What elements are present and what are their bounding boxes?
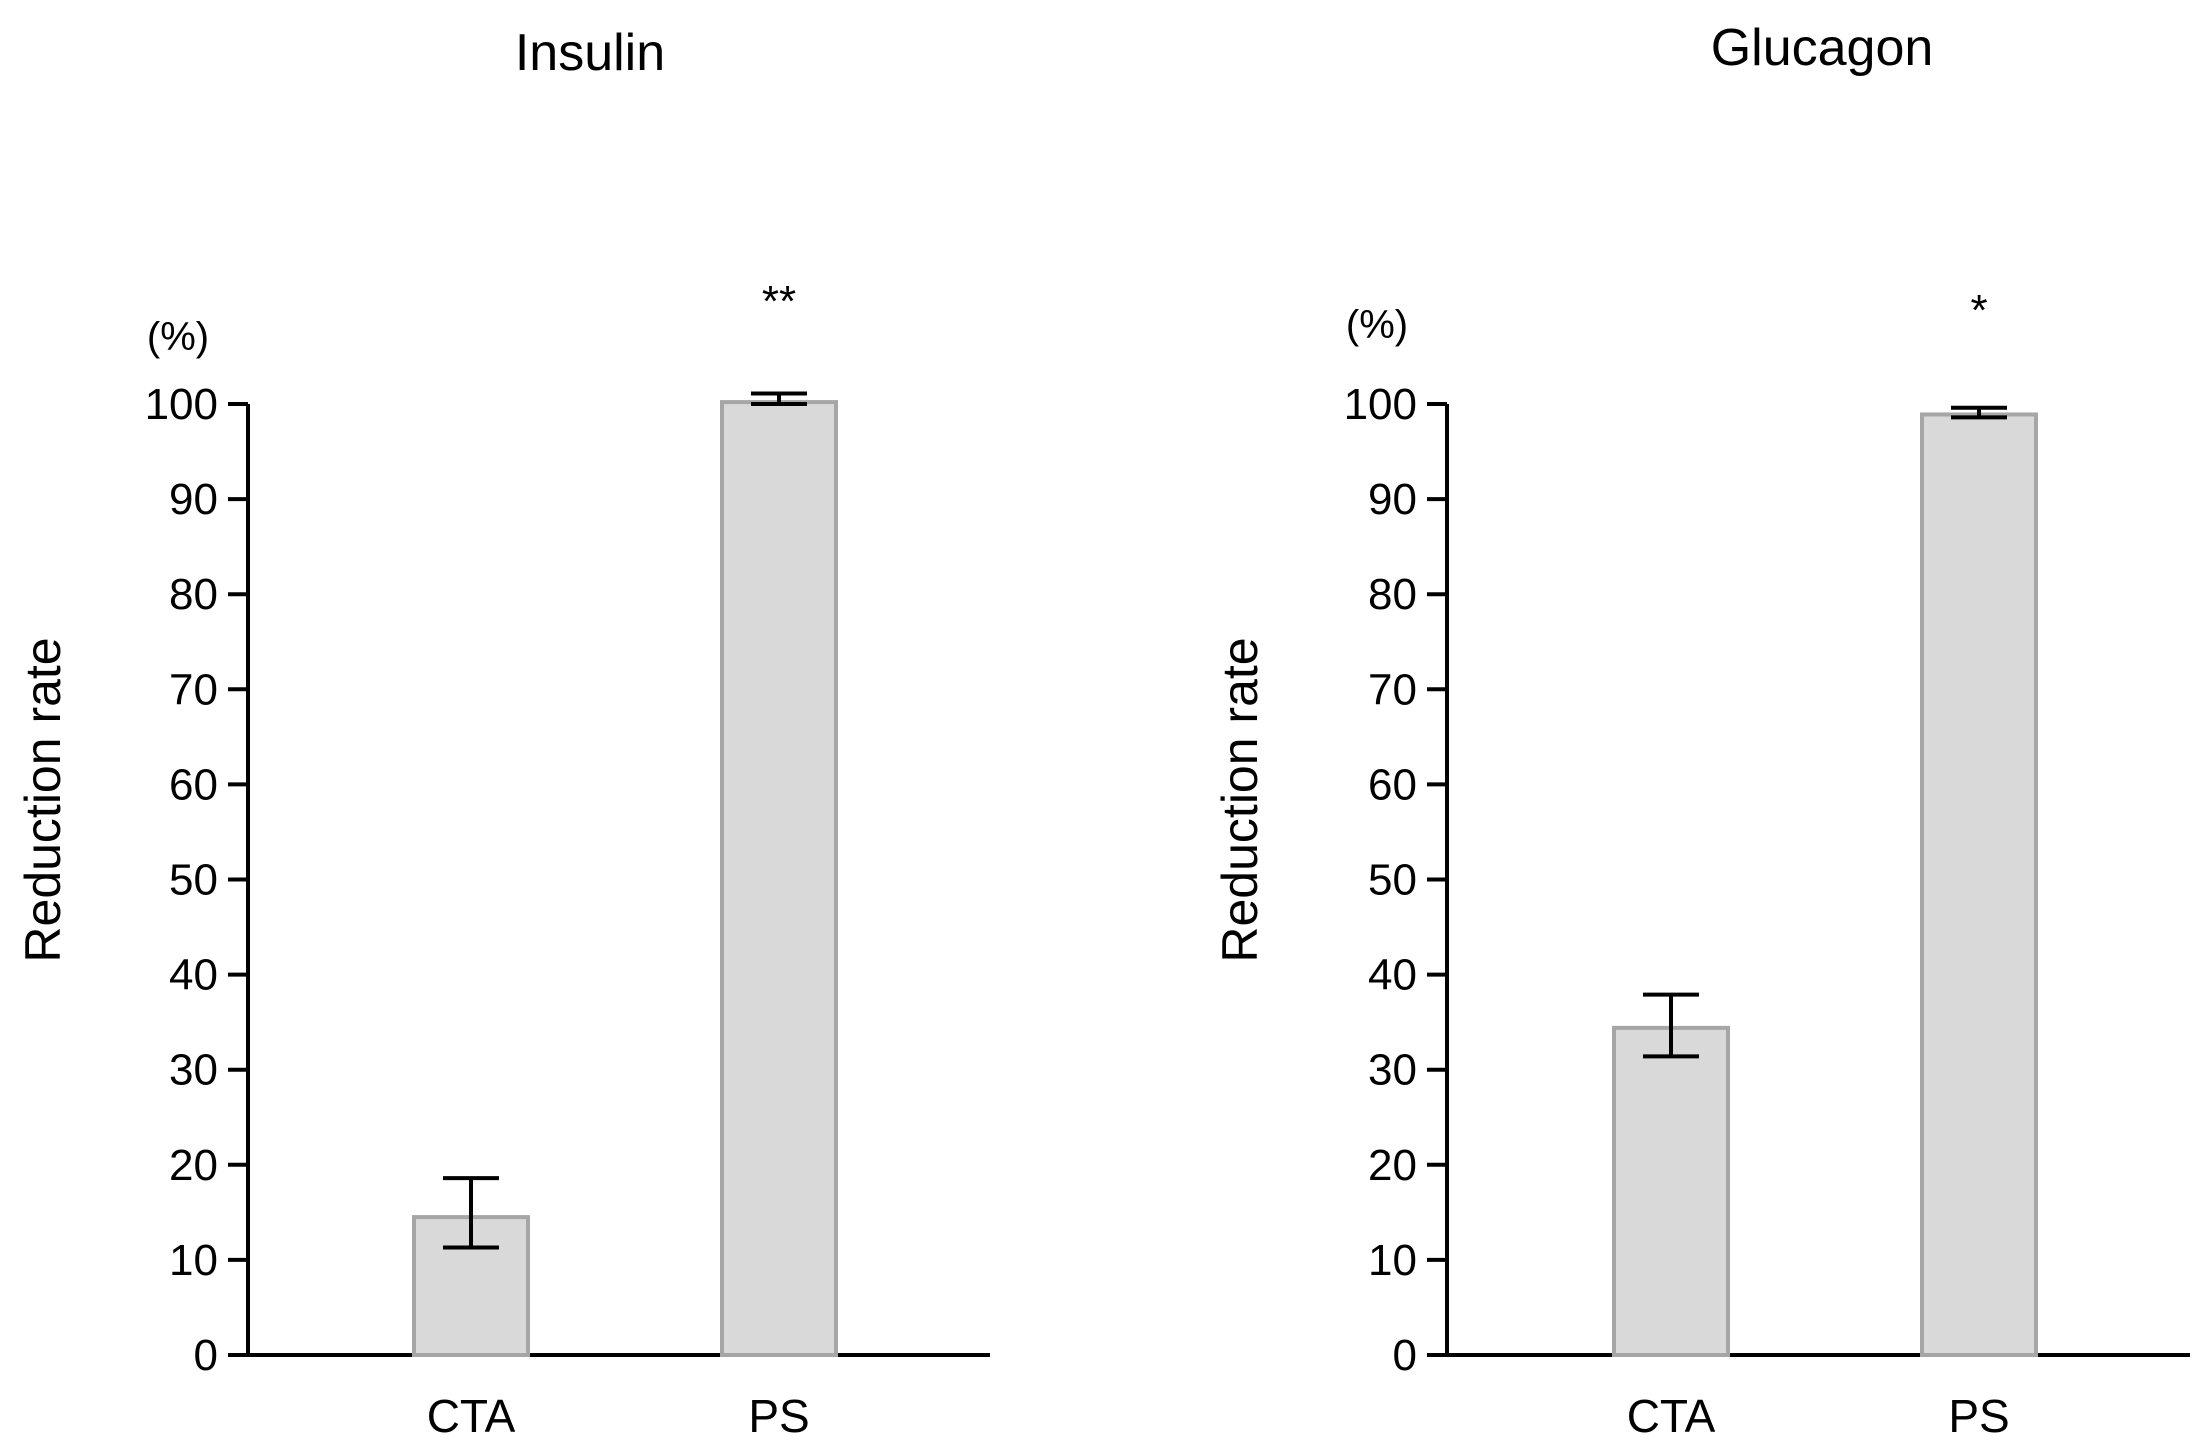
error-bar-cta: [1643, 992, 1699, 1059]
y-axis-label: Reduction rate: [1212, 637, 1268, 962]
y-tick-label: 100: [1344, 380, 1417, 429]
y-tick-label: 30: [169, 1046, 218, 1095]
y-tick-label: 20: [1368, 1141, 1417, 1190]
y-tick-label: 0: [194, 1331, 218, 1380]
y-unit-label: (%): [1346, 303, 1408, 347]
glucagon-panel: Glucagon (%) Reduction rate 0 10 20 30 40 50 60 70…: [1212, 19, 2190, 1442]
bar-cta: [1612, 1025, 1730, 1357]
y-tick-label: 70: [1368, 665, 1417, 714]
bar-cta: [412, 1215, 530, 1357]
y-tick-label: 0: [1393, 1331, 1417, 1380]
bar-ps: [720, 400, 838, 1357]
error-bar-ps: [1951, 405, 2007, 420]
y-tick-label: 100: [145, 380, 218, 429]
y-tick-label: 80: [169, 570, 218, 619]
y-tick-label: 60: [169, 760, 218, 809]
y-tick-label: 70: [169, 665, 218, 714]
chart-title: Insulin: [515, 24, 665, 82]
error-bar-cta: [443, 1176, 499, 1250]
significance-marker: *: [1970, 286, 1987, 335]
y-tick-label: 20: [169, 1141, 218, 1190]
y-tick-label: 40: [1368, 951, 1417, 1000]
error-bar-ps: [751, 391, 807, 406]
y-tick-label: 10: [169, 1236, 218, 1285]
y-axis-label: Reduction rate: [15, 637, 71, 962]
x-category-label: PS: [1948, 1390, 2009, 1442]
y-tick-label: 50: [1368, 856, 1417, 905]
y-tick-label: 50: [169, 856, 218, 905]
bar-ps: [1920, 412, 2038, 1357]
significance-marker: **: [762, 277, 796, 326]
chart-title: Glucagon: [1711, 19, 1934, 77]
y-tick-label: 30: [1368, 1046, 1417, 1095]
y-tick-label: 90: [169, 475, 218, 524]
insulin-panel: Insulin (%) Reduction rate 0 10 20 30 40 50 60 70 8…: [15, 24, 990, 1442]
y-unit-label: (%): [147, 315, 209, 359]
y-tick-label: 90: [1368, 475, 1417, 524]
y-tick-label: 80: [1368, 570, 1417, 619]
y-tick-label: 40: [169, 951, 218, 1000]
y-tick-label: 10: [1368, 1236, 1417, 1285]
x-category-label: PS: [748, 1390, 809, 1442]
x-category-label: CTA: [427, 1390, 516, 1442]
y-tick-label: 60: [1368, 760, 1417, 809]
x-category-label: CTA: [1627, 1390, 1716, 1442]
